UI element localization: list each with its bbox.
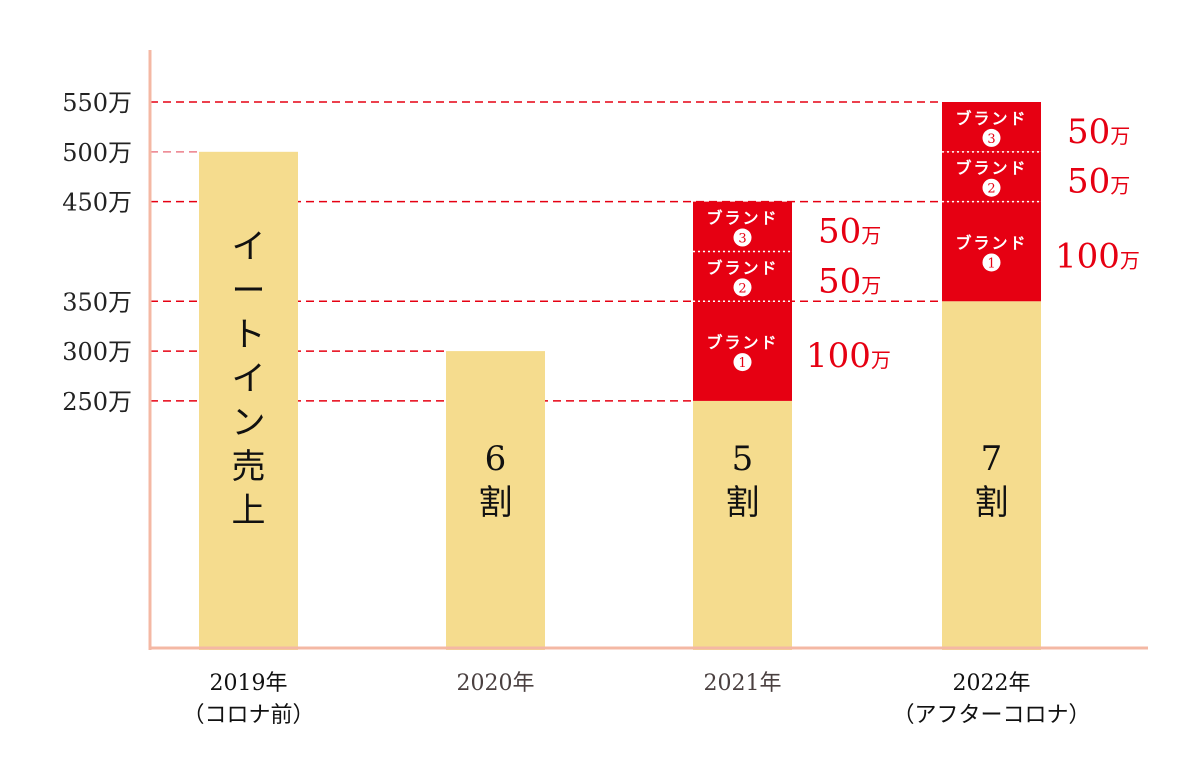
bar-base-label: 割 [726,483,760,523]
bar-base-label: 5 [732,439,754,479]
segment-number-badge [733,228,752,247]
value-unit: 万 [1110,174,1130,198]
value-number: 100 [806,336,871,376]
bar-base-label: イ [232,359,266,399]
y-tick-label: 350万 [62,288,132,316]
segment-number-badge [733,353,752,372]
segment-brand-label: ブランド [955,109,1027,128]
bar-base-label: イ [232,227,266,267]
segment-number-badge [982,178,1001,197]
value-unit: 万 [1120,248,1140,272]
bar-base-2020年 [446,351,545,650]
bar-base-label: 割 [975,483,1009,523]
bar-base-label: ト [232,315,266,355]
segment-number: 1 [987,256,995,271]
segment-number-badge [733,278,752,297]
segment-value-label: 100万 [1055,236,1140,276]
x-tick-label: 2022年 [953,671,1031,696]
segment-value-label: 50万 [1067,112,1130,152]
x-tick-label: 2019年 [210,671,288,696]
y-tick-label: 550万 [62,89,132,117]
segment-number: 1 [738,356,746,371]
bar-base-label: 売 [232,447,266,487]
bar-base-label: 割 [479,483,513,523]
segment-brand-label: ブランド [955,233,1027,252]
bar-base-label: 6 [485,439,507,479]
segment-number-badge [982,128,1001,147]
bar-base-label: ー [232,271,266,311]
y-tick-label: 450万 [62,189,132,217]
value-unit: 万 [871,348,891,372]
y-tick-label: 300万 [62,338,132,366]
value-number: 50 [818,212,861,252]
bar-base-label: 上 [232,491,266,531]
value-number: 50 [1067,162,1110,202]
segment-value-label: 50万 [1067,162,1130,202]
segment-brand-label: ブランド [706,333,778,352]
segment-number: 3 [987,132,995,147]
value-unit: 万 [861,273,881,297]
y-tick-label: 500万 [62,139,132,167]
y-tick-label: 250万 [62,388,132,416]
x-tick-label: 2021年 [704,671,782,696]
value-unit: 万 [861,224,881,248]
segment-number-badge [982,253,1001,272]
segment-value-label: 50万 [818,212,881,252]
segment-number: 2 [738,281,746,296]
value-number: 50 [1067,112,1110,152]
bar-base-label: 7 [981,439,1003,479]
segment-value-label: 50万 [818,261,881,301]
bar-base-2019年 [199,151,298,650]
segment-brand-label: ブランド [955,159,1027,178]
x-tick-sublabel: （アフターコロナ） [892,703,1090,728]
bar-base-2022年 [942,301,1041,650]
segment-number: 3 [738,232,746,247]
segment-brand-label: ブランド [706,258,778,277]
segment-brand-label: ブランド [706,209,778,228]
x-tick-label: 2020年 [457,671,535,696]
bar-base-2021年 [693,400,792,650]
segment-number: 2 [987,182,995,197]
value-number: 50 [818,261,861,301]
bar-segment-brand-1 [942,201,1041,302]
bar-base-label: ン [232,403,266,443]
value-unit: 万 [1110,124,1130,148]
x-tick-sublabel: （コロナ前） [182,703,314,728]
value-number: 100 [1055,236,1120,276]
bar-segment-brand-1 [693,301,792,401]
segment-value-label: 100万 [806,336,891,376]
